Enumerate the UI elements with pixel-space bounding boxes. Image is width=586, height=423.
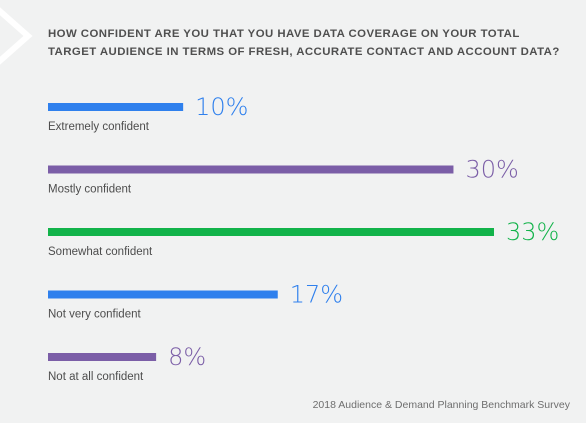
category-label-mostly-confident: Mostly confident: [48, 184, 132, 196]
bar-not-very-confident: [48, 290, 278, 299]
bar-not-at-all-confident: [48, 353, 157, 361]
value-label-extremely-confident: 10%: [195, 93, 248, 121]
value-label-not-at-all-confident: 8%: [168, 343, 206, 371]
bar-mostly-confident: [48, 165, 454, 174]
source-footer: 2018 Audience & Demand Planning Benchmar…: [312, 399, 570, 411]
value-label-mostly-confident: 30%: [465, 156, 518, 184]
category-label-not-very-confident: Not very confident: [48, 309, 141, 321]
bar-somewhat-confident: [48, 228, 494, 236]
category-label-not-at-all-confident: Not at all confident: [48, 371, 144, 383]
category-label-extremely-confident: Extremely confident: [48, 121, 150, 133]
value-label-somewhat-confident: 33%: [506, 218, 559, 246]
bar-extremely-confident: [48, 103, 184, 111]
corner-chevron-icon: [0, 7, 33, 65]
value-label-not-very-confident: 17%: [290, 281, 343, 309]
survey-question-title: HOW CONFIDENT ARE YOU THAT YOU HAVE DATA…: [48, 28, 560, 58]
category-label-somewhat-confident: Somewhat confident: [48, 246, 153, 258]
